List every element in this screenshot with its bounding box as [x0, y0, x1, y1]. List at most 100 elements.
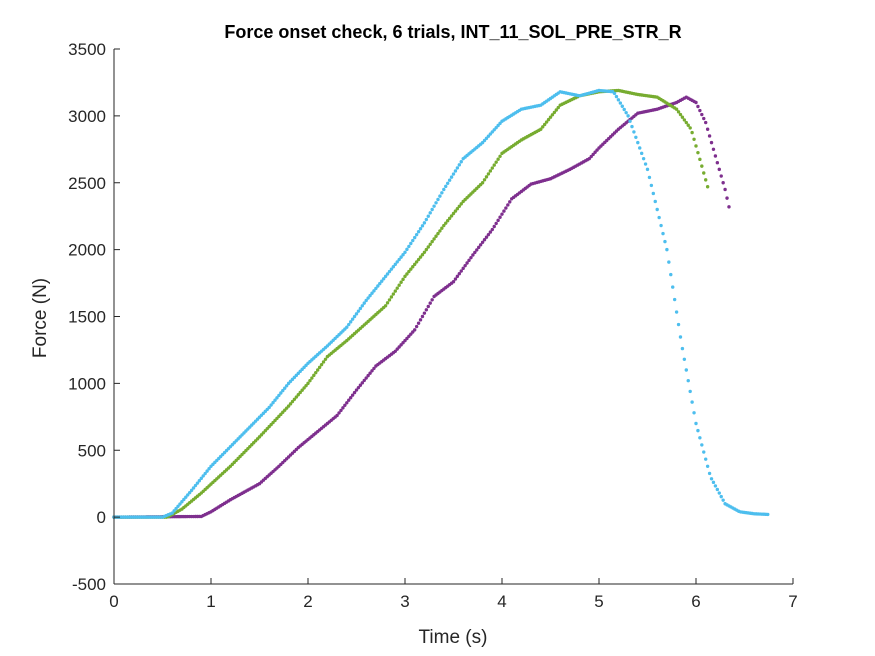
data-point	[480, 240, 485, 244]
data-point	[370, 291, 374, 295]
data-point	[321, 360, 326, 364]
data-point	[647, 175, 652, 180]
data-point	[345, 325, 349, 329]
data-point	[288, 402, 293, 406]
data-point	[713, 484, 718, 488]
data-point	[407, 269, 411, 274]
data-point	[707, 471, 712, 476]
data-point	[459, 269, 463, 273]
data-point	[203, 471, 207, 476]
data-point	[184, 495, 188, 499]
series-1	[112, 95, 731, 519]
data-point	[413, 235, 417, 240]
data-point	[649, 183, 654, 188]
data-point	[397, 283, 401, 287]
data-point	[556, 105, 560, 110]
data-point	[678, 335, 683, 339]
data-point	[475, 248, 479, 252]
data-point	[409, 241, 413, 246]
data-point	[191, 486, 196, 490]
data-point	[638, 146, 642, 150]
data-point	[672, 297, 677, 302]
data-point	[488, 230, 493, 234]
data-point	[494, 221, 498, 226]
data-point	[766, 512, 770, 517]
data-point	[381, 277, 386, 281]
data-point	[403, 274, 407, 279]
data-point	[504, 206, 508, 210]
data-point	[546, 117, 551, 122]
data-point	[692, 411, 696, 415]
data-point	[339, 408, 343, 413]
data-point	[409, 267, 413, 271]
data-point	[389, 267, 394, 271]
data-point	[308, 379, 312, 383]
data-point	[438, 229, 442, 233]
data-point	[354, 388, 359, 392]
data-point	[539, 127, 543, 131]
data-point	[453, 277, 458, 281]
data-point	[182, 497, 186, 502]
x-tick-label: 1	[206, 592, 215, 611]
data-point	[690, 400, 694, 404]
data-point	[616, 98, 621, 102]
data-point	[711, 480, 716, 485]
y-tick-label: 2000	[68, 241, 106, 260]
data-point	[411, 238, 415, 243]
data-point	[682, 118, 687, 122]
data-point	[347, 398, 351, 402]
data-point	[205, 469, 209, 473]
data-point	[358, 383, 363, 387]
data-point	[713, 154, 718, 158]
data-point	[366, 373, 370, 378]
data-point	[465, 261, 469, 265]
data-point	[403, 250, 407, 254]
data-point	[420, 224, 425, 228]
data-point	[457, 272, 462, 276]
data-point	[496, 218, 500, 223]
data-point	[391, 292, 396, 296]
data-point	[401, 277, 405, 282]
data-point	[717, 167, 721, 172]
data-point	[700, 443, 704, 447]
data-point	[440, 226, 444, 230]
data-point	[711, 147, 716, 152]
data-point	[356, 385, 361, 390]
data-point	[296, 393, 300, 397]
data-point	[411, 265, 415, 269]
data-point	[201, 474, 205, 478]
data-point	[690, 130, 694, 135]
data-point	[376, 284, 380, 288]
data-point	[709, 140, 714, 145]
data-point	[444, 184, 448, 189]
data-point	[273, 398, 277, 402]
data-point	[306, 381, 310, 386]
data-point	[663, 239, 667, 244]
data-point	[686, 379, 690, 383]
data-point	[426, 214, 430, 218]
data-point	[676, 110, 681, 114]
data-point	[498, 215, 502, 219]
data-point	[368, 293, 372, 298]
data-point	[459, 202, 463, 206]
data-point	[542, 122, 547, 127]
data-point	[347, 322, 351, 327]
data-point	[362, 378, 366, 383]
data-point	[323, 357, 328, 361]
data-point	[430, 298, 434, 302]
data-point	[366, 296, 370, 300]
data-point	[186, 493, 190, 497]
data-point	[614, 94, 619, 99]
data-point	[449, 175, 454, 179]
data-point	[453, 209, 458, 213]
data-point	[700, 164, 704, 168]
data-point	[428, 301, 432, 305]
data-point	[413, 328, 417, 332]
data-point	[277, 393, 281, 398]
data-point	[180, 500, 184, 504]
data-point	[317, 365, 322, 370]
data-point	[267, 405, 271, 410]
data-point	[383, 274, 388, 279]
data-point	[698, 108, 702, 113]
data-point	[399, 255, 403, 259]
